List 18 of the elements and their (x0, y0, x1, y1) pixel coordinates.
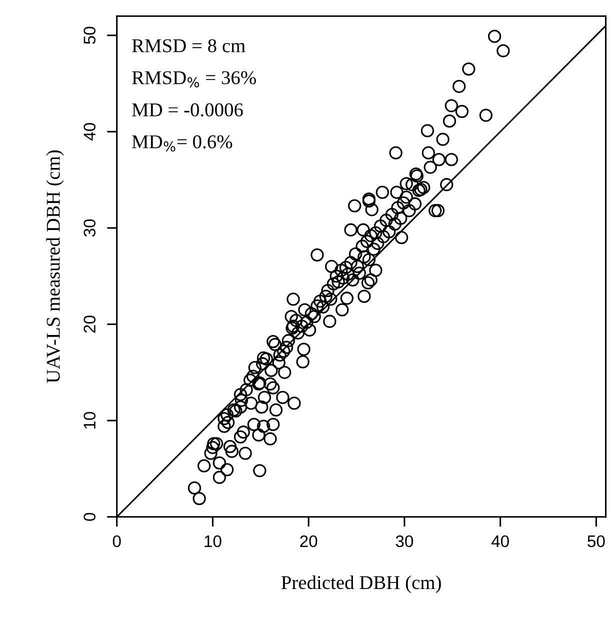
annotation: RMSD = 8 cm (132, 39, 246, 52)
annotation: RMSD$_{%}$ = 36% (132, 71, 256, 88)
y-tick-label: 20 (84, 316, 96, 333)
x-tick-label: 20 (300, 535, 318, 548)
y-tick-label: 30 (84, 219, 96, 237)
annotation: MD$_{%}$= 0.6% (132, 135, 232, 152)
y-axis-title: UAV-LS measured DBH (cm) (46, 150, 64, 384)
x-tick-label: 40 (491, 535, 509, 548)
annotation: MD = -0.0006 (132, 103, 243, 116)
y-tick-label: 10 (84, 412, 96, 429)
y-tick-label: 50 (84, 26, 96, 44)
x-tick-label: 0 (112, 535, 121, 548)
x-tick-label: 30 (396, 535, 414, 548)
x-tick-label: 10 (204, 535, 222, 548)
x-axis-title: Predicted DBH (cm) (281, 575, 441, 594)
x-tick-label: 50 (588, 535, 605, 548)
y-tick-label: 40 (84, 123, 96, 141)
y-tick-label: 0 (84, 512, 96, 521)
